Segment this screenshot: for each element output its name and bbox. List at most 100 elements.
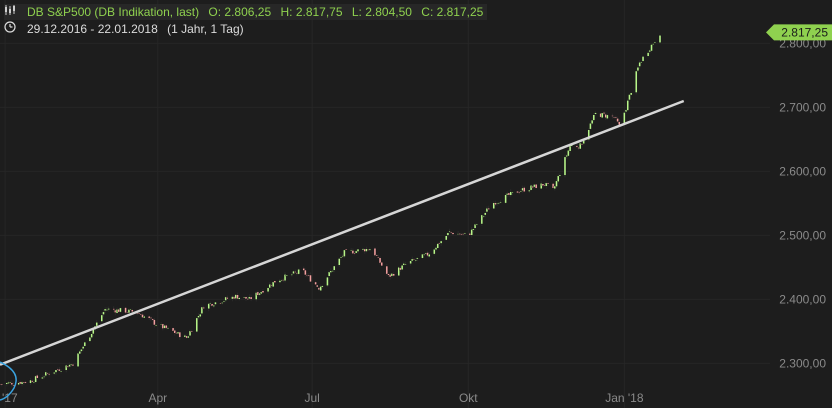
candle-up <box>297 269 300 275</box>
candle-down <box>385 265 389 275</box>
candle-down <box>46 372 49 375</box>
trend-line-path <box>0 99 685 366</box>
candle-down <box>380 262 383 267</box>
candle-up <box>187 335 190 339</box>
chart-grid <box>0 0 770 408</box>
candle-up <box>214 301 217 305</box>
candle-up <box>422 254 426 256</box>
y-tick-label: 2.600,00 <box>779 164 826 178</box>
candle-up <box>397 267 400 276</box>
candle-down <box>451 232 455 235</box>
y-tick-label: 2.700,00 <box>779 100 826 114</box>
x-tick-label: '17 <box>2 391 18 405</box>
candle-up <box>545 182 548 187</box>
candle-up <box>266 287 270 292</box>
instrument-header: DB S&P500 (DB Indikation, last) O: 2.806… <box>4 4 488 20</box>
candle-up <box>59 370 63 373</box>
y-tick-label: 2.500,00 <box>779 228 826 242</box>
candle-up <box>638 62 641 67</box>
candle-down <box>392 273 395 277</box>
candle-up <box>587 129 590 140</box>
drawing-handle <box>0 361 17 401</box>
candle-up <box>480 214 484 225</box>
candle-up <box>650 44 653 52</box>
candle-up <box>68 364 71 367</box>
candle-up <box>652 43 655 45</box>
candle-up <box>416 257 419 260</box>
candle-down <box>31 380 34 383</box>
candle-down <box>302 268 305 271</box>
candle-down <box>351 250 355 254</box>
candle-up <box>81 346 85 349</box>
candle-up <box>475 224 478 226</box>
candle-up <box>658 35 662 43</box>
x-tick-label: Okt <box>459 391 478 405</box>
last-price-label: 2.817,25 <box>766 24 832 41</box>
candle-up <box>428 253 431 257</box>
candle-up <box>629 92 633 96</box>
candle-down <box>378 257 382 264</box>
candle-down <box>304 269 307 276</box>
candle-down <box>48 373 51 375</box>
candle-down <box>131 309 134 312</box>
candle-up <box>34 375 37 383</box>
period-header: 29.12.2016 - 22.01.2018 (1 Jahr, 1 Tag) <box>4 21 244 37</box>
x-tick-label: Jul <box>305 391 320 405</box>
candle-up <box>579 142 582 150</box>
candle-up <box>83 341 87 347</box>
candle-up <box>628 94 631 101</box>
candle-up <box>589 123 592 130</box>
candle-up <box>557 175 560 182</box>
candle-up <box>343 249 346 257</box>
candle-up <box>504 194 507 204</box>
candle-up <box>207 303 210 310</box>
candle-up <box>409 260 412 264</box>
trend-line[interactable] <box>0 99 685 366</box>
candle-up <box>592 114 596 121</box>
candle-up <box>356 248 360 252</box>
candle-up <box>254 292 258 300</box>
candle-up <box>470 229 473 236</box>
candle-down <box>602 112 606 114</box>
candle-up <box>321 285 324 288</box>
candle-up <box>404 263 407 266</box>
high-value: H: 2.817,75 <box>280 5 343 19</box>
candle-down <box>261 290 265 293</box>
candle-up <box>200 306 204 314</box>
candle-up <box>127 309 131 314</box>
period-text: (1 Jahr, 1 Tag) <box>167 22 244 36</box>
candle-up <box>641 56 645 62</box>
candle-down <box>375 254 378 257</box>
candle-down <box>316 284 319 288</box>
candle-down <box>141 314 144 318</box>
candle-up <box>326 276 329 286</box>
low-value: L: 2.804,50 <box>351 5 412 19</box>
candle-down <box>523 187 526 192</box>
candle-down <box>36 375 39 379</box>
candle-up <box>519 190 523 193</box>
candle-down <box>314 281 317 285</box>
candle-up <box>553 185 557 189</box>
candle-up <box>421 253 424 259</box>
candle-up <box>436 243 439 249</box>
last-price-badge <box>766 24 832 41</box>
candle-up <box>221 302 224 304</box>
candle-up <box>80 349 83 352</box>
candle-up <box>166 327 170 329</box>
candle-up <box>8 381 12 384</box>
candle-down <box>580 143 584 145</box>
candle-up <box>558 174 562 177</box>
candle-down <box>58 369 61 372</box>
x-tick-label: Jan '18 <box>605 391 644 405</box>
candle-up <box>414 259 417 262</box>
candle-up <box>278 280 282 283</box>
candle-up <box>433 249 436 255</box>
candle-down <box>210 303 214 307</box>
candle-down <box>173 330 176 334</box>
drawing-marker[interactable] <box>0 361 17 401</box>
candle-down <box>202 307 205 309</box>
candle-up <box>88 337 92 342</box>
candle-up <box>439 240 443 244</box>
candlestick-chart-icon <box>4 4 16 20</box>
